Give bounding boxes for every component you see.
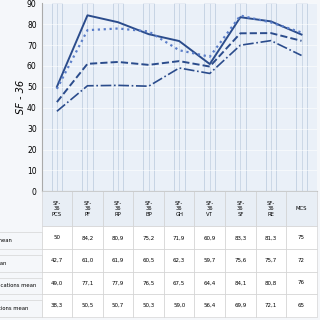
Bar xyxy=(52,3,62,191)
Y-axis label: SF - 36: SF - 36 xyxy=(16,80,26,114)
Bar xyxy=(143,3,154,191)
Bar xyxy=(204,3,215,191)
Bar xyxy=(82,3,93,191)
Bar xyxy=(113,3,124,191)
Bar xyxy=(296,3,307,191)
Bar xyxy=(266,3,276,191)
Bar xyxy=(235,3,246,191)
Bar xyxy=(174,3,185,191)
